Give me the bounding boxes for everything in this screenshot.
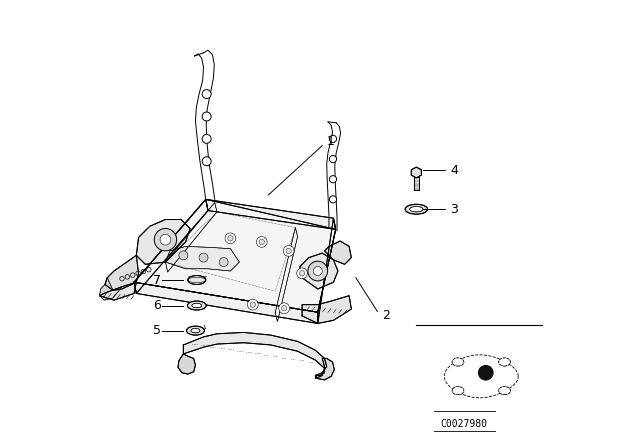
Ellipse shape <box>452 387 464 395</box>
Polygon shape <box>413 177 419 190</box>
Circle shape <box>259 239 264 245</box>
Text: 1: 1 <box>326 134 335 148</box>
Text: 6: 6 <box>154 299 161 312</box>
Ellipse shape <box>405 204 428 214</box>
Polygon shape <box>300 253 338 289</box>
Circle shape <box>179 251 188 260</box>
Ellipse shape <box>188 276 205 284</box>
Polygon shape <box>134 199 335 312</box>
Ellipse shape <box>192 303 202 308</box>
Polygon shape <box>165 246 239 271</box>
Polygon shape <box>178 354 195 374</box>
Polygon shape <box>205 199 335 229</box>
Circle shape <box>225 233 236 244</box>
Circle shape <box>248 299 258 310</box>
Text: 5: 5 <box>154 324 161 337</box>
Text: 7: 7 <box>154 273 161 287</box>
Circle shape <box>250 302 255 307</box>
Circle shape <box>202 134 211 143</box>
Circle shape <box>279 303 289 314</box>
Ellipse shape <box>191 328 200 333</box>
Ellipse shape <box>499 387 511 395</box>
Circle shape <box>314 267 323 276</box>
Circle shape <box>282 306 287 311</box>
Circle shape <box>219 258 228 267</box>
Text: 3: 3 <box>450 202 458 216</box>
Ellipse shape <box>452 358 464 366</box>
Ellipse shape <box>499 358 511 366</box>
Circle shape <box>300 271 305 276</box>
Polygon shape <box>275 228 298 322</box>
Polygon shape <box>136 220 190 264</box>
Circle shape <box>284 246 294 256</box>
Circle shape <box>297 268 307 279</box>
Circle shape <box>228 236 233 241</box>
Polygon shape <box>324 241 351 264</box>
Circle shape <box>330 196 337 203</box>
Ellipse shape <box>499 387 511 395</box>
Polygon shape <box>165 202 217 272</box>
Polygon shape <box>412 167 421 178</box>
Circle shape <box>202 157 211 166</box>
Polygon shape <box>134 199 208 293</box>
Circle shape <box>330 135 337 142</box>
Text: C0027980: C0027980 <box>441 419 488 429</box>
Circle shape <box>202 112 211 121</box>
Polygon shape <box>105 255 138 290</box>
Polygon shape <box>100 278 122 300</box>
Text: 2: 2 <box>382 309 390 323</box>
Circle shape <box>308 261 328 281</box>
Polygon shape <box>183 332 326 379</box>
Circle shape <box>160 234 171 245</box>
Polygon shape <box>134 282 317 323</box>
Polygon shape <box>317 218 335 323</box>
Circle shape <box>479 366 493 380</box>
Text: 4: 4 <box>450 164 458 177</box>
Ellipse shape <box>410 207 423 212</box>
Polygon shape <box>302 296 351 323</box>
Circle shape <box>330 176 337 183</box>
Polygon shape <box>100 282 136 300</box>
Ellipse shape <box>188 301 206 310</box>
Circle shape <box>286 248 291 254</box>
Circle shape <box>154 228 177 251</box>
Circle shape <box>202 90 211 99</box>
Ellipse shape <box>452 358 464 366</box>
Circle shape <box>257 237 267 247</box>
Polygon shape <box>316 358 334 380</box>
Ellipse shape <box>499 358 511 366</box>
Ellipse shape <box>186 326 204 335</box>
Ellipse shape <box>452 387 464 395</box>
Circle shape <box>330 155 337 163</box>
Circle shape <box>199 253 208 262</box>
